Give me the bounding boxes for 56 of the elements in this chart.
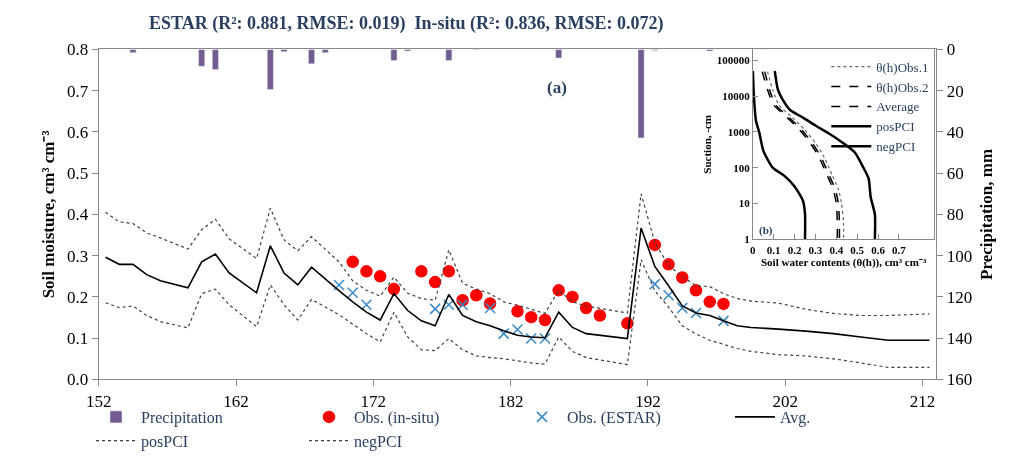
x-tick-label: 172 — [360, 391, 387, 411]
x-tick-label: 182 — [497, 391, 524, 411]
x-tick-label: 0.4 — [829, 243, 844, 256]
x-tick-label: 0.7 — [891, 243, 907, 256]
annotation: (a) — [547, 78, 567, 97]
x-axis-title: Soil water contents (θ(h)), cm³ cm⁻³ — [760, 255, 927, 269]
y-axis-title: Suction, -cm — [701, 115, 714, 174]
legend-label: θ(h)Obs.1 — [876, 59, 929, 75]
y2-tick-label: 140 — [946, 329, 973, 349]
x-tick-label: 0.5 — [850, 243, 865, 256]
legend-label: Obs. (in-situ) — [354, 409, 440, 428]
y-tick-label: 0.6 — [67, 122, 89, 142]
annotation: (b) — [759, 224, 773, 237]
y2-tick-label: 60 — [946, 164, 964, 184]
legend-label: Average — [876, 99, 920, 115]
x-tick-label: 0.2 — [787, 243, 802, 256]
legend-label: Precipitation — [141, 409, 223, 428]
y2-tick-label: 80 — [946, 205, 964, 225]
y-tick-label: 0.4 — [67, 205, 89, 225]
y2-axis-title: Precipitation, mm — [976, 148, 996, 280]
y-tick-label: 0.2 — [67, 287, 89, 307]
legend-label: Avg. — [780, 409, 811, 428]
legend-label: negPCI — [876, 139, 916, 155]
x-tick-label: 202 — [772, 391, 799, 411]
y2-tick-label: 0 — [946, 40, 956, 60]
x-tick-label: 162 — [223, 391, 249, 411]
y-tick-label: 1000 — [727, 125, 751, 138]
y-tick-label: 10 — [738, 197, 751, 210]
x-tick-label: 0.1 — [766, 243, 781, 256]
y-tick-label: 0.1 — [67, 329, 89, 349]
chart-title: ESTAR (R²: 0.881, RMSE: 0.019) In-situ (R²: 0.836, RMSE: 0.072) — [149, 13, 664, 34]
legend-label: Obs. (ESTAR) — [567, 409, 661, 428]
y2-tick-label: 160 — [946, 370, 973, 390]
x-tick-label: 0.3 — [808, 243, 823, 256]
y-tick-label: 100000 — [716, 54, 751, 67]
y-tick-label: 0.0 — [67, 370, 89, 390]
x-tick-label: 192 — [635, 391, 661, 411]
y-tick-label: 10000 — [722, 89, 751, 102]
y2-tick-label: 120 — [946, 287, 973, 307]
y-tick-label: 0.7 — [67, 81, 89, 101]
x-tick-label: 152 — [85, 391, 112, 411]
y2-tick-label: 100 — [946, 246, 973, 266]
y-axis-title: Soil moisture, cm³ cm⁻³ — [38, 130, 58, 299]
legend-label: posPCI — [141, 432, 189, 451]
legend-label: negPCI — [354, 432, 402, 451]
y-tick-label: 0.5 — [67, 164, 89, 184]
y2-tick-label: 40 — [946, 122, 964, 142]
x-tick-label: 0.6 — [871, 243, 886, 256]
y-tick-label: 1 — [744, 233, 750, 246]
y2-tick-label: 20 — [946, 81, 964, 101]
x-tick-label: 212 — [909, 391, 936, 411]
x-tick-label: 0 — [750, 243, 757, 256]
y-tick-label: 0.8 — [67, 40, 89, 60]
y-tick-label: 100 — [733, 161, 751, 174]
legend-label: θ(h)Obs.2 — [876, 79, 929, 95]
legend-label: posPCI — [876, 119, 915, 135]
